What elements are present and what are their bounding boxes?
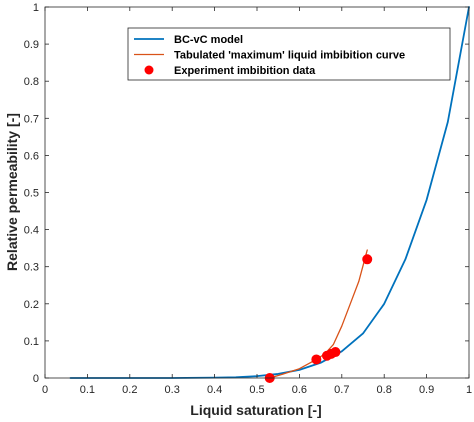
data-point [330,347,341,358]
x-tick-label: 0.1 [80,384,95,396]
x-tick-label: 0.9 [419,384,434,396]
x-tick-label: 0 [42,384,48,396]
y-tick-label: 0.5 [24,188,39,200]
legend-swatch-marker [144,65,154,75]
y-tick-label: 0.7 [24,113,39,125]
legend-label: Tabulated 'maximum' liquid imbibition cu… [174,50,405,62]
x-axis-title: Liquid saturation [-] [190,402,321,418]
y-tick-label: 0.6 [24,150,39,162]
legend-box [127,27,451,81]
data-point [362,254,373,265]
y-tick-label: 0.2 [24,299,39,311]
x-tick-label: 0.7 [334,384,349,396]
axes: 0 0.1 0.2 0.3 0.4 0.5 0.6 0.7 0.8 0.9 1 0 0.1 0.2 0.3 0… [24,2,472,396]
legend-label: Experiment imbibition data [174,65,316,77]
x-tick-label: 0.6 [292,384,307,396]
y-axis-title: Relative permeability [-] [4,113,20,271]
y-tick-label: 0.4 [24,225,39,237]
y-tick-label: 0.8 [24,76,39,88]
x-tick-label: 0.8 [377,384,392,396]
x-tick-label: 0.4 [207,384,222,396]
x-tick-label: 0.5 [249,384,264,396]
y-tick-label: 0 [33,373,39,385]
y-tick-label: 1 [33,2,39,14]
x-tick-label: 1 [466,384,472,396]
data-point [311,354,322,365]
y-tick-label: 0.1 [24,336,39,348]
x-tick-label: 0.3 [165,384,180,396]
legend-label: BC-vC model [174,34,243,46]
y-tick-label: 0.9 [24,39,39,51]
legend: BC-vC model Tabulated 'maximum' liquid im… [127,27,451,81]
x-tick-label: 0.2 [122,384,137,396]
y-tick-label: 0.3 [24,262,39,274]
series-line-1 [269,249,368,379]
